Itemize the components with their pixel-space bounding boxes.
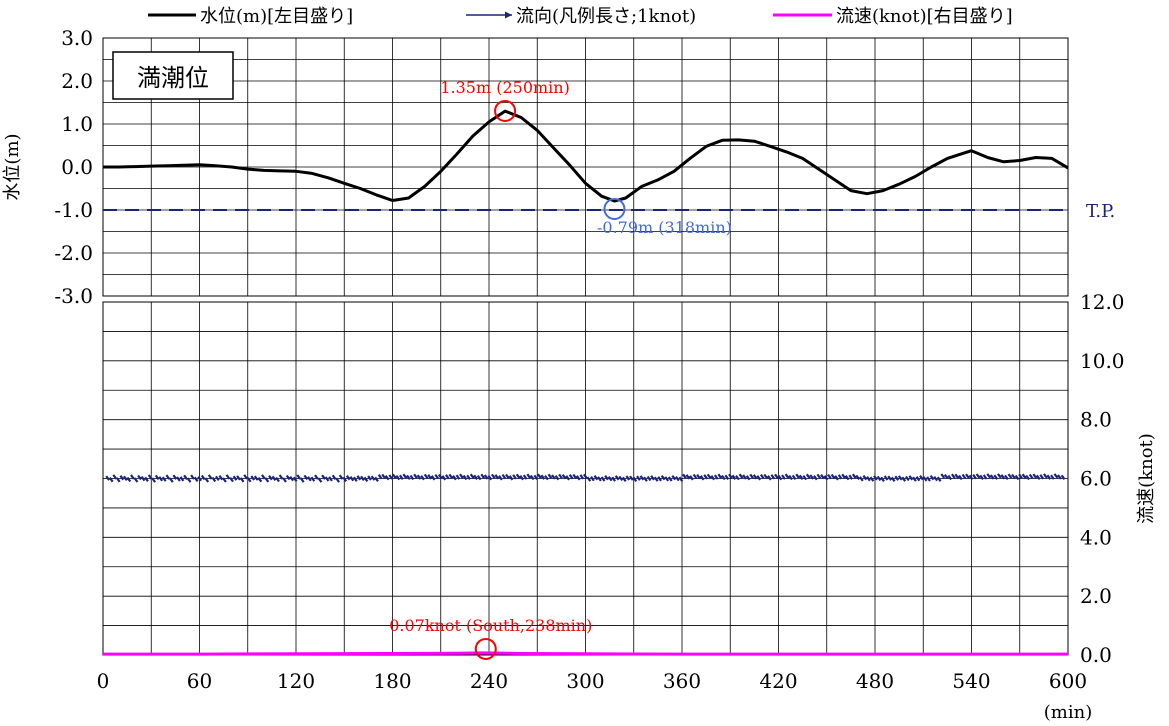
current-speed-panel: 12.0 10.0 8.0 6.0 4.0 2.0 0.0 流速(knot) 0.07knot …	[97, 290, 1157, 723]
annotation-marker	[603, 197, 626, 220]
x-tick-label: 60	[187, 669, 212, 693]
y-axis-label: 水位(m)	[2, 133, 23, 200]
x-tick-label: 0	[97, 669, 110, 693]
y-tick-label: -1.0	[54, 198, 93, 222]
legend-label: 流速(knot)[右目盛り]	[836, 6, 1013, 27]
water-level-line	[103, 109, 1069, 203]
x-tick-label: 180	[373, 669, 411, 693]
legend-label: 水位(m)[左目盛り]	[200, 6, 353, 27]
y2-axis-label: 流速(knot)	[1136, 433, 1157, 524]
x-tick-label: 240	[470, 669, 508, 693]
y2-tick-label: 6.0	[1080, 467, 1112, 491]
panel-label-text: 満潮位	[137, 64, 209, 92]
water-level-panel: 3.0 2.0 1.0 0.0 -1.0 -2.0 -3.0 水位(m) T.P. 満潮位 1.35…	[2, 26, 1115, 308]
x-tick-label: 300	[566, 669, 604, 693]
x-tick-label: 480	[856, 669, 894, 693]
reference-label: T.P.	[1086, 201, 1115, 222]
annotation-label: 0.07knot (South,238min)	[389, 616, 592, 635]
flow-speed-line	[103, 651, 1068, 656]
y-tick-label: -2.0	[54, 241, 93, 265]
annotation-label: -0.79m (318min)	[597, 218, 732, 237]
y-tick-label: 0.0	[61, 155, 93, 179]
x-axis-unit: (min)	[1044, 702, 1092, 723]
y2-tick-label: 4.0	[1080, 525, 1112, 549]
y-tick-label: 3.0	[61, 26, 93, 50]
y-tick-label: 1.0	[61, 112, 93, 136]
x-tick-label: 600	[1049, 669, 1087, 693]
y2-tick-label: 12.0	[1080, 290, 1125, 314]
legend-arrow-icon	[505, 11, 512, 19]
flow-direction-vectors	[105, 473, 1066, 483]
y-tick-label: 2.0	[61, 69, 93, 93]
x-tick-label: 120	[277, 669, 315, 693]
x-tick-label: 540	[952, 669, 990, 693]
annotation-marker	[474, 637, 497, 660]
y2-tick-label: 0.0	[1080, 643, 1112, 667]
y2-tick-label: 10.0	[1080, 349, 1125, 373]
annotation-label: 1.35m (250min)	[440, 78, 570, 97]
y2-tick-label: 8.0	[1080, 408, 1112, 432]
panel-label-box	[112, 51, 234, 100]
legend: 水位(m)[左目盛り] 流向(凡例長さ;1knot) 流速(knot)[右目盛り]	[148, 6, 1013, 27]
y-tick-label: -3.0	[54, 284, 93, 308]
y2-tick-label: 2.0	[1080, 584, 1112, 608]
x-tick-label: 360	[663, 669, 701, 693]
legend-label: 流向(凡例長さ;1knot)	[516, 6, 696, 27]
annotation-marker	[494, 99, 517, 122]
x-tick-label: 420	[759, 669, 797, 693]
